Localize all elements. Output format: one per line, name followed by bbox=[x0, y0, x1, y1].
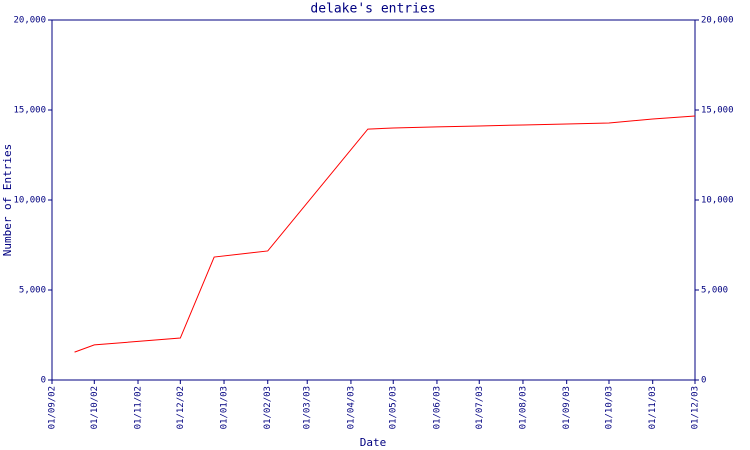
x-tick-label: 01/03/03 bbox=[303, 386, 313, 429]
y-tick-label: 20,000 bbox=[13, 16, 46, 26]
y2-tick-label: 0 bbox=[701, 376, 706, 386]
x-tick-label: 01/05/03 bbox=[389, 386, 399, 429]
x-tick-label: 01/11/02 bbox=[134, 386, 144, 429]
y2-tick-label: 20,000 bbox=[701, 16, 734, 26]
x-tick-label: 01/08/03 bbox=[518, 386, 528, 429]
x-tick-label: 01/10/02 bbox=[90, 386, 100, 429]
series-line bbox=[74, 115, 696, 353]
y2-tick-label: 5,000 bbox=[701, 286, 728, 296]
plot-frame bbox=[51, 19, 696, 381]
x-tick-label: 01/09/03 bbox=[562, 386, 572, 429]
x-tick-label: 01/06/03 bbox=[432, 386, 442, 429]
x-tick-label: 01/01/03 bbox=[220, 386, 230, 429]
chart-title: delake's entries bbox=[310, 2, 435, 17]
y-tick-label: 15,000 bbox=[13, 106, 46, 116]
x-tick-label: 01/12/02 bbox=[176, 386, 186, 429]
x-tick-label: 01/09/02 bbox=[48, 386, 58, 429]
x-tick-label: 01/02/03 bbox=[263, 386, 273, 429]
x-tick-label: 01/11/03 bbox=[648, 386, 658, 429]
y-tick-label: 5,000 bbox=[19, 286, 46, 296]
y-tick-label: 10,000 bbox=[13, 196, 46, 206]
x-axis-title: Date bbox=[360, 436, 387, 449]
x-tick-label: 01/07/03 bbox=[475, 386, 485, 429]
x-tick-label: 01/12/03 bbox=[691, 386, 701, 429]
y2-tick-label: 15,000 bbox=[701, 106, 734, 116]
y2-tick-label: 10,000 bbox=[701, 196, 734, 206]
y-axis-title: Number of Entries bbox=[1, 144, 14, 257]
y-tick-label: 0 bbox=[41, 376, 46, 386]
x-tick-label: 01/04/03 bbox=[346, 386, 356, 429]
x-tick-label: 01/10/03 bbox=[604, 386, 614, 429]
